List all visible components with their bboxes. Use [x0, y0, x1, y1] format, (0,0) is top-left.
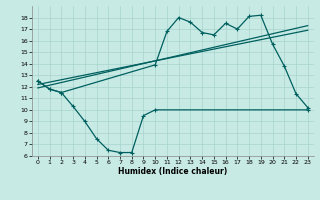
X-axis label: Humidex (Indice chaleur): Humidex (Indice chaleur) [118, 167, 228, 176]
